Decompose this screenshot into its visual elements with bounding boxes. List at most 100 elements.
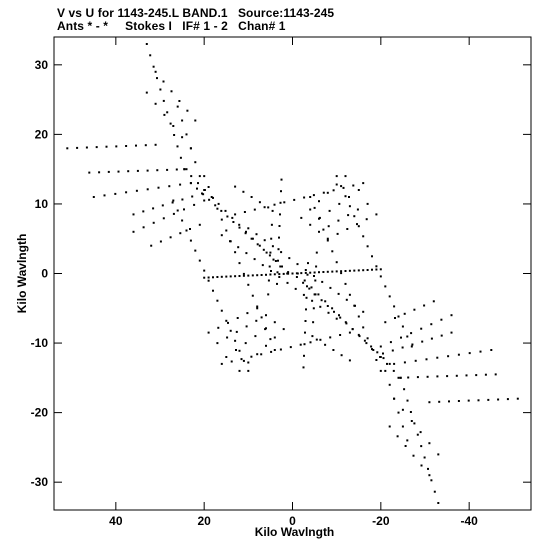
uv-point	[146, 188, 149, 191]
uv-point	[420, 445, 423, 448]
uv-point	[220, 209, 223, 212]
uv-point	[198, 175, 201, 178]
uv-point	[269, 273, 272, 276]
uv-point	[295, 272, 298, 275]
uv-point	[279, 201, 282, 204]
uv-point	[357, 333, 360, 336]
uv-point	[413, 308, 416, 311]
uv-point	[240, 358, 243, 361]
uv-point	[216, 342, 219, 345]
uv-point	[185, 133, 188, 136]
uv-point	[353, 215, 356, 218]
uv-point	[189, 228, 191, 230]
uv-point	[247, 227, 250, 230]
uv-point	[162, 99, 165, 102]
uv-point	[313, 271, 316, 274]
uv-point	[283, 201, 286, 204]
uv-point	[467, 399, 470, 402]
uv-point	[379, 268, 382, 271]
uv-point	[260, 353, 263, 356]
uv-point	[291, 272, 294, 275]
uv-point	[356, 223, 358, 226]
x-tick-label: 20	[197, 514, 211, 528]
uv-point	[430, 479, 433, 482]
uv-point	[244, 342, 247, 345]
uv-point	[313, 206, 316, 209]
uv-point	[339, 334, 342, 336]
uv-point	[322, 191, 325, 194]
uv-point	[268, 254, 271, 257]
uv-point	[242, 274, 245, 277]
uv-point	[179, 183, 182, 186]
uv-point	[386, 362, 388, 365]
uv-point	[225, 229, 228, 232]
uv-point	[236, 317, 239, 319]
uv-point	[203, 175, 206, 178]
uv-point	[194, 119, 197, 122]
uv-point	[372, 349, 375, 351]
uv-point	[250, 237, 253, 240]
uv-point	[497, 398, 500, 401]
uv-point	[312, 307, 315, 310]
uv-point	[125, 145, 128, 147]
uv-point	[348, 293, 351, 296]
uv-point	[189, 239, 192, 242]
uv-point	[278, 273, 281, 276]
uv-point	[234, 251, 237, 254]
uv-point	[352, 184, 355, 187]
uv-point	[337, 292, 340, 295]
uv-point	[255, 233, 258, 236]
uv-point	[319, 338, 322, 341]
uv-point	[190, 175, 193, 178]
y-tick-label: 20	[35, 127, 49, 141]
uv-point	[270, 237, 273, 240]
uv-point	[193, 203, 196, 206]
uv-point	[397, 411, 400, 414]
uv-point	[178, 100, 181, 102]
y-tick-label: -20	[31, 406, 49, 420]
uv-point	[162, 217, 165, 220]
uv-point	[85, 146, 88, 149]
uv-point	[226, 336, 229, 339]
uv-point	[185, 229, 188, 232]
uv-point	[176, 209, 179, 212]
uv-point	[327, 225, 330, 228]
uv-point	[324, 300, 327, 303]
uv-point	[270, 350, 273, 353]
uv-point	[250, 196, 253, 198]
uv-point	[107, 170, 110, 173]
uv-point	[446, 375, 449, 378]
uv-point	[265, 251, 268, 254]
uv-point	[344, 282, 347, 285]
uv-point	[132, 230, 135, 233]
uv-point	[166, 111, 169, 114]
uv-point	[273, 273, 276, 276]
uv-point	[287, 271, 290, 274]
uv-point	[335, 270, 338, 273]
uv-point	[366, 202, 369, 205]
uv-point	[263, 239, 266, 242]
uv-point	[366, 337, 369, 340]
uv-point	[225, 275, 228, 278]
uv-point	[145, 43, 148, 45]
uv-point	[202, 193, 205, 196]
uv-point	[427, 467, 429, 470]
uv-point	[135, 189, 138, 192]
uv-point	[309, 271, 312, 274]
uv-point	[267, 293, 270, 296]
uv-point	[142, 210, 145, 213]
uv-point	[332, 349, 335, 351]
uv-point	[327, 311, 330, 314]
uv-point	[235, 349, 237, 351]
uv-point	[331, 270, 334, 273]
uv-point	[314, 279, 317, 282]
uv-point	[242, 359, 245, 362]
uv-point	[220, 309, 223, 312]
uv-point	[238, 223, 241, 226]
uv-point	[348, 331, 351, 334]
uv-point	[379, 275, 382, 278]
uv-point	[414, 359, 417, 362]
uv-point	[362, 235, 365, 238]
uv-point	[393, 397, 396, 400]
uv-point	[66, 147, 69, 150]
